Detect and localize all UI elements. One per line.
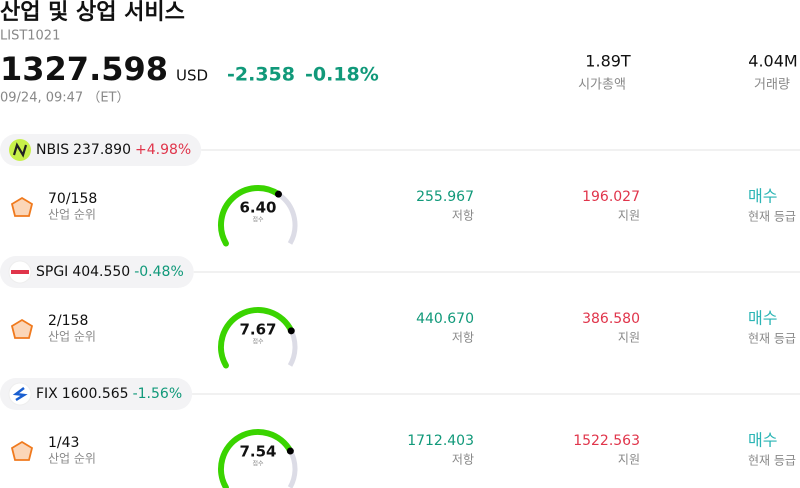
support-label: 지원: [618, 331, 640, 345]
rank-icon: [10, 318, 34, 339]
support: 1522.563: [573, 433, 640, 449]
quote-price: 1600.565: [62, 386, 129, 402]
resistance-label: 저항: [452, 453, 474, 467]
support: 196.027: [582, 189, 640, 205]
rank: 2/158: [48, 313, 88, 329]
timestamp: 09/24, 09:47 （ET）: [0, 91, 129, 106]
rating-label: 현재 등급: [748, 454, 796, 468]
support-label: 지원: [618, 209, 640, 223]
support-label: 지원: [618, 453, 640, 467]
gauge-fill: [218, 307, 295, 369]
ticker: LIST1021: [0, 29, 60, 44]
resistance-label: 저항: [452, 331, 474, 345]
resistance-label: 저항: [452, 209, 474, 223]
quote-change: +4.98%: [135, 142, 191, 158]
rating: 매수: [748, 187, 777, 206]
change-pct: -0.18%: [305, 64, 379, 86]
logo-mark: [12, 142, 28, 158]
support: 386.580: [582, 311, 640, 327]
rating: 매수: [748, 431, 777, 450]
score: 7.67: [239, 321, 276, 339]
rank-icon: [10, 440, 34, 461]
rating-label: 현재 등급: [748, 332, 796, 346]
resistance: 440.670: [416, 311, 474, 327]
stat-value: 1.89T: [585, 52, 631, 71]
score: 7.54: [239, 443, 276, 461]
quote-price: 237.890: [73, 142, 131, 158]
resistance: 255.967: [416, 189, 474, 205]
score-label: 점수: [252, 461, 264, 468]
logo-mark: [11, 270, 29, 274]
rating: 매수: [748, 309, 777, 328]
change: -2.358: [227, 64, 295, 86]
resistance: 1712.403: [407, 433, 474, 449]
quote-price: 404.550: [72, 264, 130, 280]
pill: NBIS 237.890 +4.98%: [0, 134, 202, 166]
rank-label: 산업 순위: [48, 208, 96, 222]
stat-label: 거래량: [754, 78, 790, 93]
stat-label: 시가총액: [578, 78, 626, 93]
score: 6.40: [239, 199, 276, 217]
gauge-dot: [286, 447, 294, 455]
rank: 70/158: [48, 191, 97, 207]
rank: 1/43: [48, 435, 79, 451]
stat-value: 4.04M: [748, 52, 797, 71]
score-label: 점수: [252, 217, 264, 224]
rank-label: 산업 순위: [48, 452, 96, 466]
symbol: NBIS: [36, 142, 69, 158]
quote-change: -0.48%: [134, 264, 184, 280]
pill-bg: [0, 256, 194, 288]
gauge-fill: [218, 429, 294, 488]
rank-icon: [10, 196, 34, 217]
pill-bg: [0, 378, 193, 410]
gauge-fill: [218, 185, 282, 247]
pill: SPGI 404.550 -0.48%: [0, 256, 194, 288]
logo-mark: [12, 387, 28, 402]
quote-change: -1.56%: [133, 386, 183, 402]
price: 1327.598: [0, 50, 168, 88]
symbol: FIX: [36, 386, 58, 402]
gauge-dot: [274, 190, 282, 198]
title: 산업 및 상업 서비스: [0, 0, 185, 25]
rating-label: 현재 등급: [748, 210, 796, 224]
score-label: 점수: [252, 339, 264, 346]
gauge-dot: [287, 327, 295, 335]
pill: FIX 1600.565 -1.56%: [0, 378, 193, 410]
rank-label: 산업 순위: [48, 330, 96, 344]
pill-bg: [0, 134, 202, 166]
currency: USD: [176, 67, 208, 85]
symbol: SPGI: [36, 264, 68, 280]
